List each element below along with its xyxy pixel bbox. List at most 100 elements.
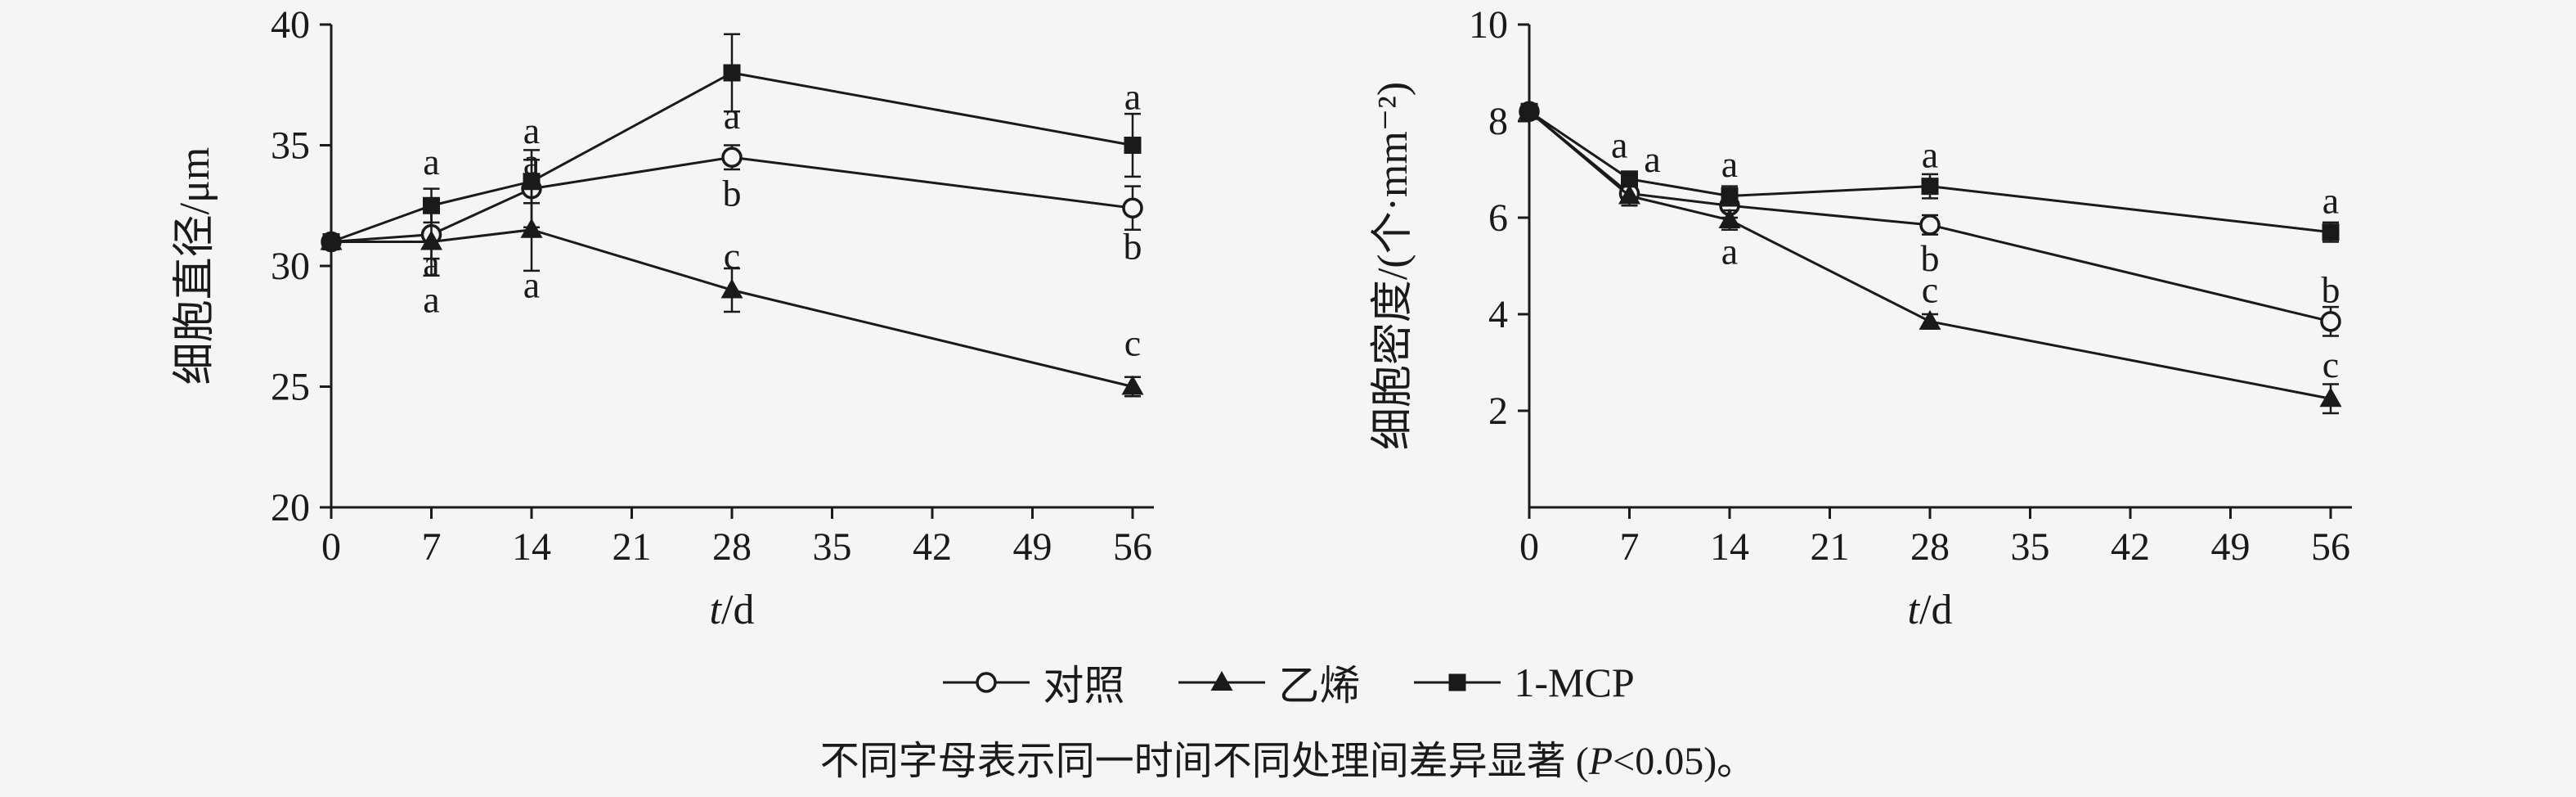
- triangle-filled-legend-icon: [1178, 671, 1266, 691]
- charts-row: 0 7 14 21 28 35 42 49 56 20 25 30 35 40 t/d 细胞直径/μm a a a a…: [172, 3, 2352, 633]
- y-axis-title: 细胞直径/μm: [172, 147, 218, 385]
- square-filled-marker: [1721, 187, 1739, 205]
- significance-letter: c: [2322, 344, 2339, 385]
- y-axis-title: 细胞密度/(个·mm⁻²): [1370, 82, 1416, 450]
- significance-letter: c: [1922, 269, 1938, 311]
- circle-open-marker: [1122, 197, 1143, 218]
- square-filled-marker: [1621, 170, 1638, 188]
- circle-open-legend-icon: [943, 672, 1030, 693]
- x-axis-title: t/d: [710, 587, 755, 633]
- significance-letter: c: [1124, 322, 1141, 363]
- y-tick-label: 6: [1488, 196, 1508, 240]
- cell-density-chart: 0 7 14 21 28 35 42 49 56 2 4 6 8 10 t/d 细胞密度/(个·mm⁻²) a a…: [1370, 3, 2352, 633]
- y-tick-label: 2: [1488, 389, 1508, 433]
- significance-letter: c: [724, 235, 740, 277]
- legend-item-label: 乙烯: [1278, 663, 1361, 709]
- significance-letter: b: [1124, 225, 1142, 267]
- x-tick-label: 28: [712, 525, 752, 569]
- x-tick-label: 14: [512, 525, 551, 569]
- square-filled-marker: [2322, 223, 2340, 241]
- significance-letter: a: [1922, 133, 1938, 175]
- significance-letter: a: [523, 264, 540, 306]
- legend-item-3: 1-MCP: [1412, 659, 1635, 706]
- x-tick-label: 35: [2011, 525, 2050, 569]
- y-tick-label: 8: [1488, 100, 1508, 143]
- caption-text: 不同字母表示同一时间不同处理间差异显著 (: [819, 740, 1589, 783]
- x-tick-label: 21: [1811, 525, 1850, 569]
- tick-labels: 0 7 14 21 28 35 42 49 56 2 4 6 8 10: [1469, 3, 2350, 569]
- significance-letter: a: [1721, 230, 1738, 272]
- x-tick-label: 7: [1620, 525, 1640, 569]
- triangle-filled-marker: [1210, 671, 1233, 691]
- square-filled-marker: [1921, 178, 1939, 196]
- x-tick-label: 28: [1910, 525, 1950, 569]
- square-filled-marker: [723, 64, 741, 82]
- significance-letter: a: [1611, 124, 1627, 166]
- square-filled-legend-icon: [1414, 673, 1501, 691]
- circle-open-marker: [976, 672, 998, 693]
- y-tick-label: 25: [271, 366, 310, 409]
- caption-p-symbol: P: [1588, 740, 1613, 783]
- y-tick-label: 40: [271, 3, 310, 47]
- x-tick-label: 0: [1519, 525, 1539, 569]
- triangle-filled-marker: [420, 230, 442, 250]
- x-axis-title: t/d: [1908, 587, 1953, 633]
- series-2: [322, 33, 1142, 250]
- circle-open-marker: [2320, 311, 2341, 332]
- significance-letter: a: [1124, 76, 1141, 118]
- legend-item-label: 1-MCP: [1514, 660, 1635, 705]
- triangle-filled-marker: [1618, 184, 1640, 205]
- x-tick-label: 42: [2111, 525, 2150, 569]
- y-tick-label: 10: [1469, 3, 1508, 47]
- legend-item-2: 乙烯: [1177, 653, 1360, 712]
- legend: 对照 乙烯 1-MCP: [941, 653, 1635, 712]
- x-tick-label: 56: [2311, 525, 2350, 569]
- triangle-filled-marker: [520, 218, 543, 238]
- axis-ticks: [320, 23, 1134, 519]
- caption-rest: <0.05)。: [1613, 740, 1757, 783]
- y-tick-label: 20: [271, 486, 310, 529]
- triangle-filled-marker: [1718, 208, 1741, 228]
- x-tick-label: 56: [1113, 525, 1152, 569]
- triangle-filled-marker: [720, 278, 743, 299]
- x-tick-label: 49: [2211, 525, 2251, 569]
- square-filled-marker: [1520, 102, 1538, 120]
- legend-item-1: 对照: [941, 653, 1124, 712]
- square-filled-marker: [322, 233, 340, 250]
- series-2: [1520, 102, 2340, 243]
- square-filled-marker: [423, 196, 440, 214]
- axes: [1528, 25, 2352, 509]
- significance-letter: a: [724, 95, 740, 137]
- x-tick-label: 42: [913, 525, 952, 569]
- caption: 不同字母表示同一时间不同处理间差异显著 (P<0.05)。: [820, 728, 1756, 786]
- series-1: [320, 187, 1144, 398]
- x-tick-label: 0: [321, 525, 341, 569]
- significance-letter: a: [2322, 179, 2339, 221]
- y-tick-label: 35: [271, 124, 310, 168]
- x-tick-label: 21: [613, 525, 652, 569]
- x-tick-label: 49: [1013, 525, 1052, 569]
- square-filled-marker: [1448, 673, 1466, 691]
- y-tick-label: 4: [1488, 293, 1508, 336]
- y-tick-label: 30: [271, 245, 310, 288]
- square-filled-marker: [1124, 137, 1142, 154]
- triangle-filled-marker: [1919, 309, 1941, 330]
- significance-letter: b: [2322, 269, 2340, 311]
- significance-letter: a: [423, 242, 439, 284]
- significance-letter: b: [723, 173, 742, 214]
- triangle-filled-marker: [1121, 375, 1144, 395]
- significance-letter: a: [523, 110, 540, 151]
- significance-letter: a: [523, 141, 540, 182]
- tick-labels: 0 7 14 21 28 35 42 49 56 20 25 30 35 40: [271, 3, 1152, 569]
- triangle-filled-marker: [2319, 387, 2342, 408]
- x-tick-label: 14: [1710, 525, 1749, 569]
- significance-letter: a: [1721, 143, 1738, 185]
- axes: [330, 25, 1154, 509]
- significance-letter: a: [423, 278, 439, 320]
- significance-letter: b: [1921, 237, 1940, 279]
- x-tick-label: 35: [813, 525, 852, 569]
